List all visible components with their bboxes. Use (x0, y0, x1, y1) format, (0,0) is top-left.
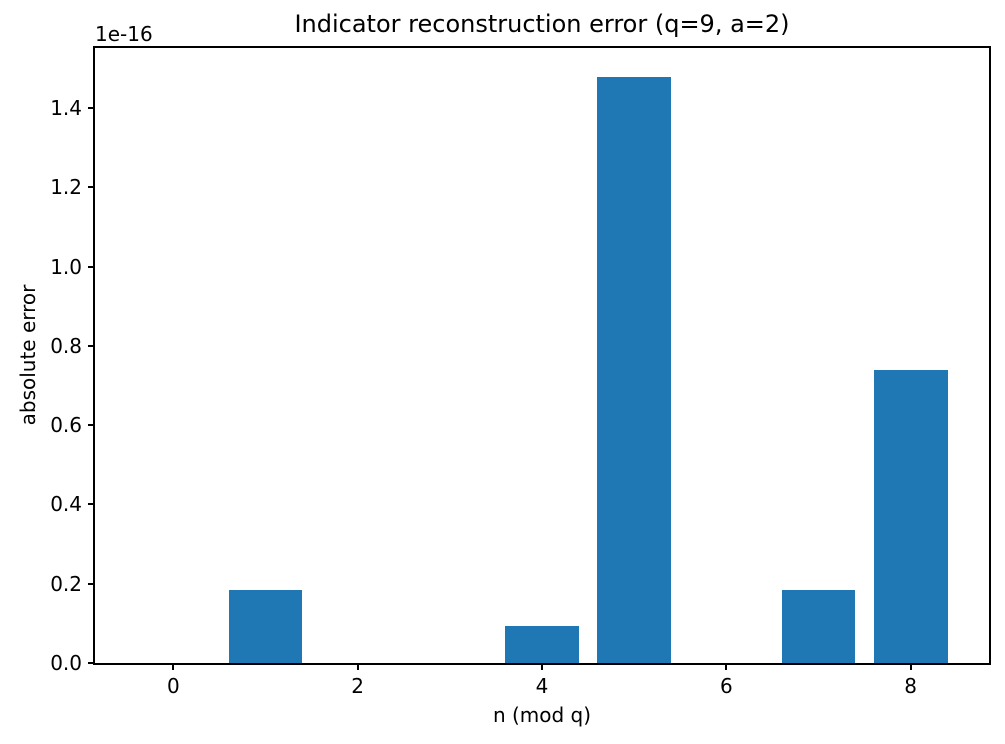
chart-title: Indicator reconstruction error (q=9, a=2… (294, 10, 790, 38)
x-tick-mark-6 (725, 663, 728, 670)
bar-n8 (873, 369, 948, 663)
plot-area (95, 48, 989, 663)
bar-n1 (228, 589, 303, 663)
plot-frame (93, 46, 991, 665)
x-tick-label-4: 4 (535, 674, 549, 698)
x-axis-label: n (mod q) (492, 703, 592, 727)
y-tick-mark-1.2 (88, 186, 95, 189)
y-tick-mark-1.4 (88, 107, 95, 110)
y-tick-mark-0.2 (88, 582, 95, 585)
y-tick-mark-0.8 (88, 344, 95, 347)
y-tick-mark-0.4 (88, 503, 95, 506)
x-tick-label-2: 2 (351, 674, 365, 698)
y-tick-mark-0.0 (88, 662, 95, 664)
y-tick-label-0.6: 0.6 (50, 413, 82, 438)
x-tick-mark-2 (356, 663, 359, 670)
y-tick-label-1.4: 1.4 (50, 96, 82, 121)
x-tick-mark-0 (172, 663, 175, 670)
y-axis-offset-text: 1e-16 (95, 22, 153, 46)
bar-n7 (781, 589, 856, 663)
y-tick-label-0.8: 0.8 (50, 333, 82, 358)
x-tick-label-0: 0 (166, 674, 180, 698)
bar-n5 (597, 76, 672, 663)
y-tick-mark-1.0 (88, 265, 95, 268)
y-tick-label-0.0: 0.0 (50, 651, 82, 675)
y-tick-label-0.4: 0.4 (50, 492, 82, 517)
x-tick-label-6: 6 (719, 674, 733, 698)
y-tick-label-1.0: 1.0 (50, 254, 82, 279)
x-tick-label-8: 8 (904, 674, 918, 698)
x-tick-mark-8 (909, 663, 912, 670)
y-tick-label-1.2: 1.2 (50, 175, 82, 200)
y-tick-label-0.2: 0.2 (50, 571, 82, 596)
x-tick-mark-4 (541, 663, 543, 670)
y-tick-mark-0.6 (88, 424, 95, 427)
bar-n4 (505, 626, 579, 663)
